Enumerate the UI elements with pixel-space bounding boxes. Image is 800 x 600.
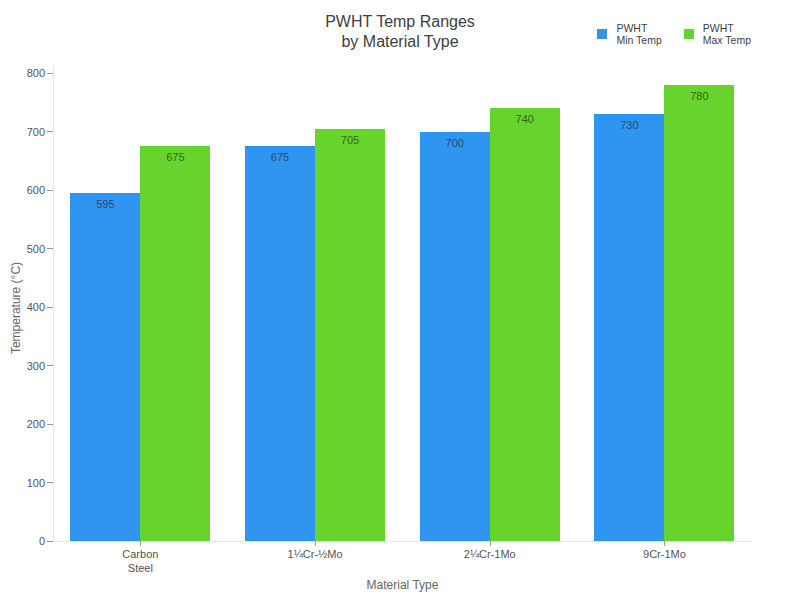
y-tick-mark (47, 307, 53, 308)
y-tick-mark (47, 482, 53, 483)
x-tick-label: 1¼Cr-½Mo (255, 547, 375, 561)
plot-area: 0100200300400500600700800Carbon Steel595… (0, 0, 800, 600)
bar-value-label: 730 (594, 119, 664, 131)
bar-value-label: 675 (140, 151, 210, 163)
y-tick-mark (47, 131, 53, 132)
y-tick-mark (47, 73, 53, 74)
x-axis-title: Material Type (53, 578, 752, 592)
x-tick-mark (664, 541, 665, 546)
x-tick-mark (490, 541, 491, 546)
bar-pwht-max-temp-3[interactable] (490, 108, 560, 541)
bar-pwht-max-temp-4[interactable] (664, 85, 734, 541)
bar-pwht-min-temp-3[interactable] (420, 132, 490, 542)
y-tick-label: 100 (8, 477, 45, 489)
bar-value-label: 740 (490, 113, 560, 125)
bar-pwht-max-temp-1[interactable] (140, 146, 210, 541)
bar-value-label: 595 (70, 198, 140, 210)
bar-value-label: 705 (315, 134, 385, 146)
y-tick-mark (47, 541, 53, 542)
bar-value-label: 780 (664, 90, 734, 102)
y-tick-mark (47, 248, 53, 249)
x-tick-mark (315, 541, 316, 546)
y-tick-label: 700 (8, 126, 45, 138)
bar-pwht-min-temp-4[interactable] (594, 114, 664, 541)
bar-pwht-min-temp-1[interactable] (70, 193, 140, 541)
y-tick-mark (47, 365, 53, 366)
x-tick-mark (140, 541, 141, 546)
bar-value-label: 700 (420, 137, 490, 149)
x-tick-label: 9Cr-1Mo (604, 547, 724, 561)
chart-canvas: PWHT Temp Ranges by Material Type PWHT M… (0, 0, 800, 600)
y-axis-line (53, 66, 54, 541)
x-tick-label: Carbon Steel (80, 547, 200, 575)
y-tick-mark (47, 424, 53, 425)
bar-pwht-max-temp-2[interactable] (315, 129, 385, 541)
y-axis-title: Temperature (°C) (9, 163, 23, 453)
bar-value-label: 675 (245, 151, 315, 163)
y-tick-label: 0 (8, 535, 45, 547)
bar-pwht-min-temp-2[interactable] (245, 146, 315, 541)
y-tick-mark (47, 190, 53, 191)
x-axis-line (53, 541, 752, 542)
x-tick-label: 2¼Cr-1Mo (430, 547, 550, 561)
y-tick-label: 800 (8, 67, 45, 79)
